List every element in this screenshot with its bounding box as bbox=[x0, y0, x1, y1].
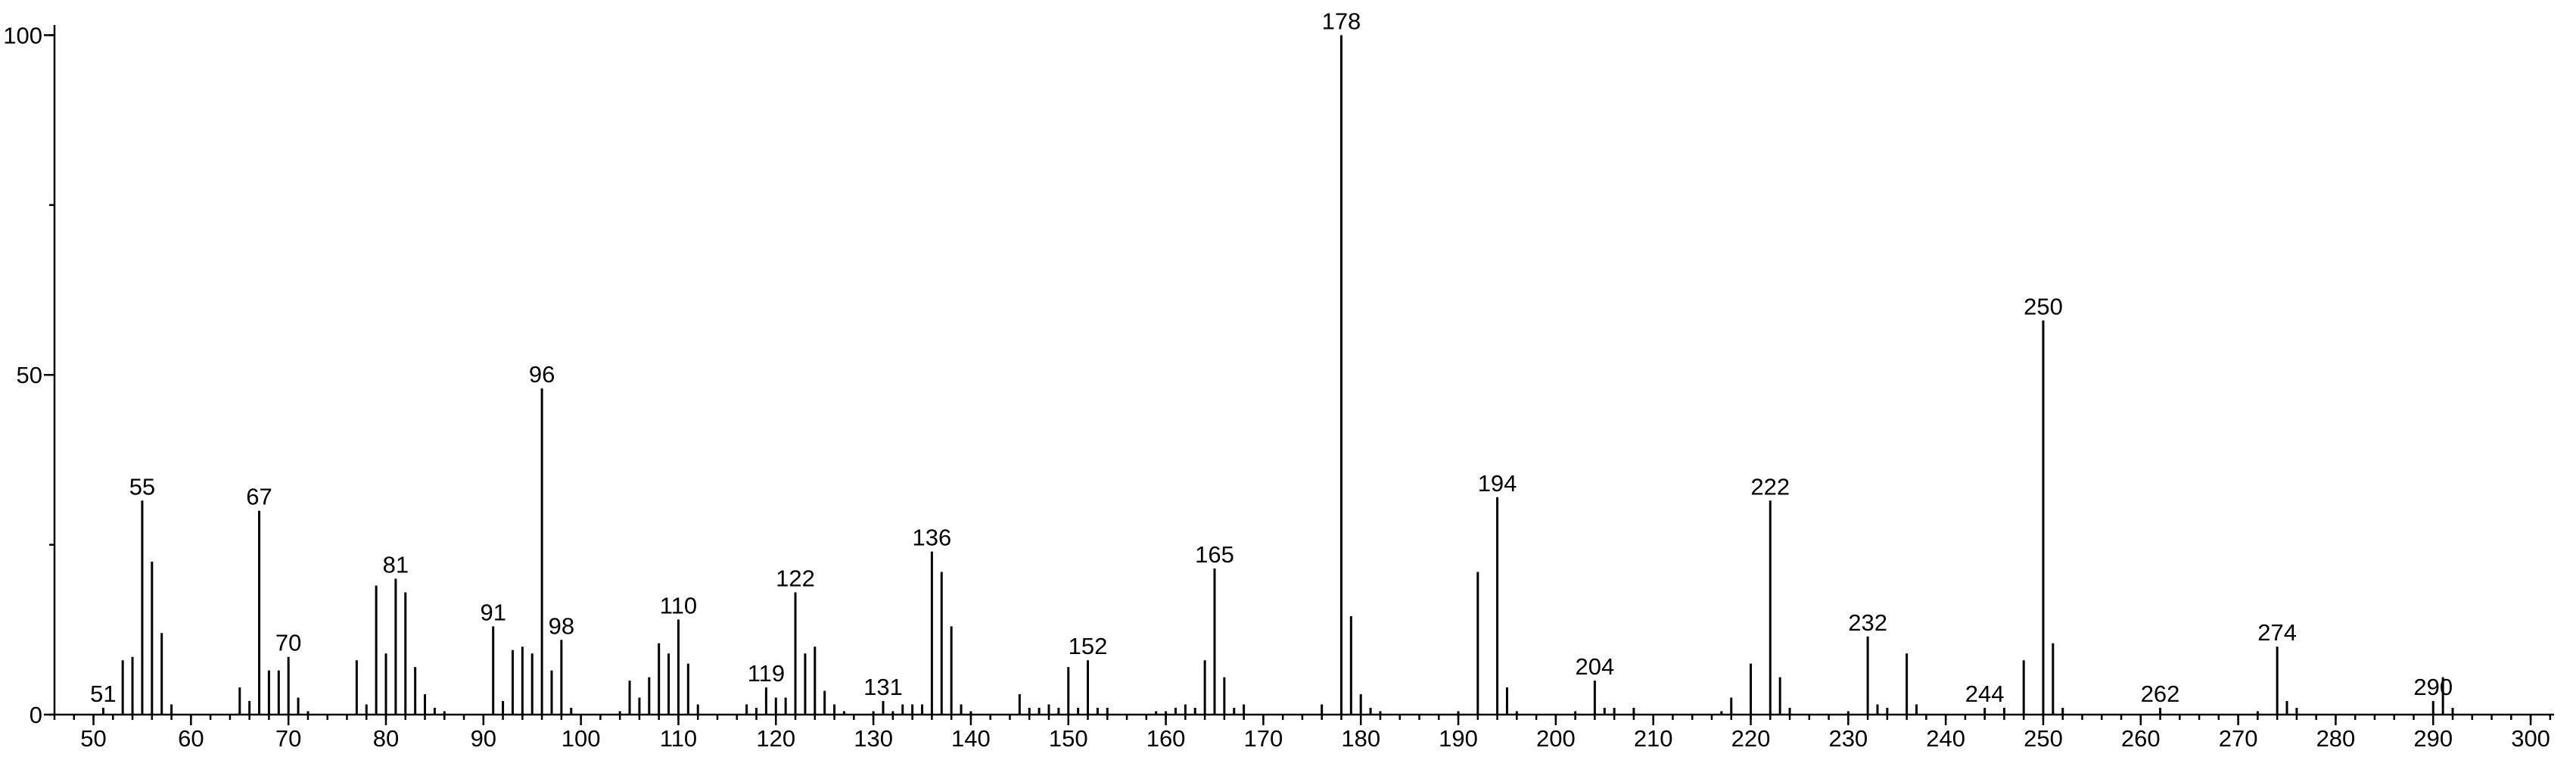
x-tick-label: 120 bbox=[756, 725, 795, 752]
x-tick-label: 50 bbox=[80, 725, 106, 752]
peak-label: 67 bbox=[246, 484, 272, 510]
peak-label: 98 bbox=[549, 612, 574, 639]
x-tick-label: 220 bbox=[1731, 725, 1771, 752]
peak-label: 122 bbox=[776, 565, 815, 591]
peak-label: 70 bbox=[275, 630, 301, 656]
x-tick-label: 250 bbox=[2024, 725, 2063, 752]
x-tick-label: 170 bbox=[1244, 725, 1283, 752]
x-tick-label: 260 bbox=[2121, 725, 2161, 752]
peak-label: 81 bbox=[383, 551, 409, 578]
peak-label: 250 bbox=[2024, 293, 2063, 319]
peak-label: 232 bbox=[1848, 609, 1887, 636]
peak-label: 194 bbox=[1478, 470, 1517, 497]
peak-label: 91 bbox=[480, 599, 506, 625]
y-tick-label: 100 bbox=[3, 22, 42, 48]
peak-label: 51 bbox=[90, 681, 116, 707]
peak-label: 131 bbox=[863, 674, 903, 700]
x-tick-label: 70 bbox=[275, 725, 301, 752]
x-tick-label: 240 bbox=[1926, 725, 1965, 752]
peak-label: 152 bbox=[1069, 633, 1108, 659]
x-tick-label: 60 bbox=[178, 725, 204, 752]
x-tick-label: 280 bbox=[2316, 725, 2356, 752]
peak-label: 55 bbox=[129, 473, 155, 500]
x-tick-label: 80 bbox=[373, 725, 399, 752]
peak-label: 96 bbox=[529, 361, 555, 388]
peak-label: 119 bbox=[748, 660, 785, 687]
x-tick-label: 270 bbox=[2219, 725, 2258, 752]
x-tick-label: 150 bbox=[1049, 725, 1088, 752]
x-tick-label: 300 bbox=[2511, 725, 2550, 752]
x-tick-label: 180 bbox=[1341, 725, 1380, 752]
x-tick-label: 190 bbox=[1439, 725, 1478, 752]
peak-label: 178 bbox=[1322, 8, 1361, 34]
peak-label: 165 bbox=[1195, 541, 1234, 568]
peak-label: 274 bbox=[2257, 619, 2297, 646]
x-tick-label: 130 bbox=[854, 725, 893, 752]
y-tick-label: 0 bbox=[30, 702, 42, 728]
x-tick-label: 100 bbox=[562, 725, 601, 752]
x-tick-label: 230 bbox=[1828, 725, 1868, 752]
x-tick-label: 160 bbox=[1146, 725, 1186, 752]
peak-label: 110 bbox=[660, 592, 697, 618]
x-tick-label: 200 bbox=[1536, 725, 1576, 752]
x-tick-label: 290 bbox=[2413, 725, 2453, 752]
peak-label: 204 bbox=[1576, 653, 1615, 680]
peak-label: 290 bbox=[2413, 674, 2453, 700]
x-tick-label: 110 bbox=[660, 725, 697, 752]
peak-label: 222 bbox=[1750, 473, 1790, 500]
x-tick-label: 210 bbox=[1634, 725, 1673, 752]
x-tick-label: 90 bbox=[471, 725, 496, 752]
y-tick-label: 50 bbox=[17, 362, 42, 388]
x-tick-label: 140 bbox=[951, 725, 991, 752]
peak-label: 244 bbox=[1965, 681, 2005, 707]
peak-label: 262 bbox=[2141, 681, 2180, 707]
peak-label: 136 bbox=[913, 525, 952, 551]
